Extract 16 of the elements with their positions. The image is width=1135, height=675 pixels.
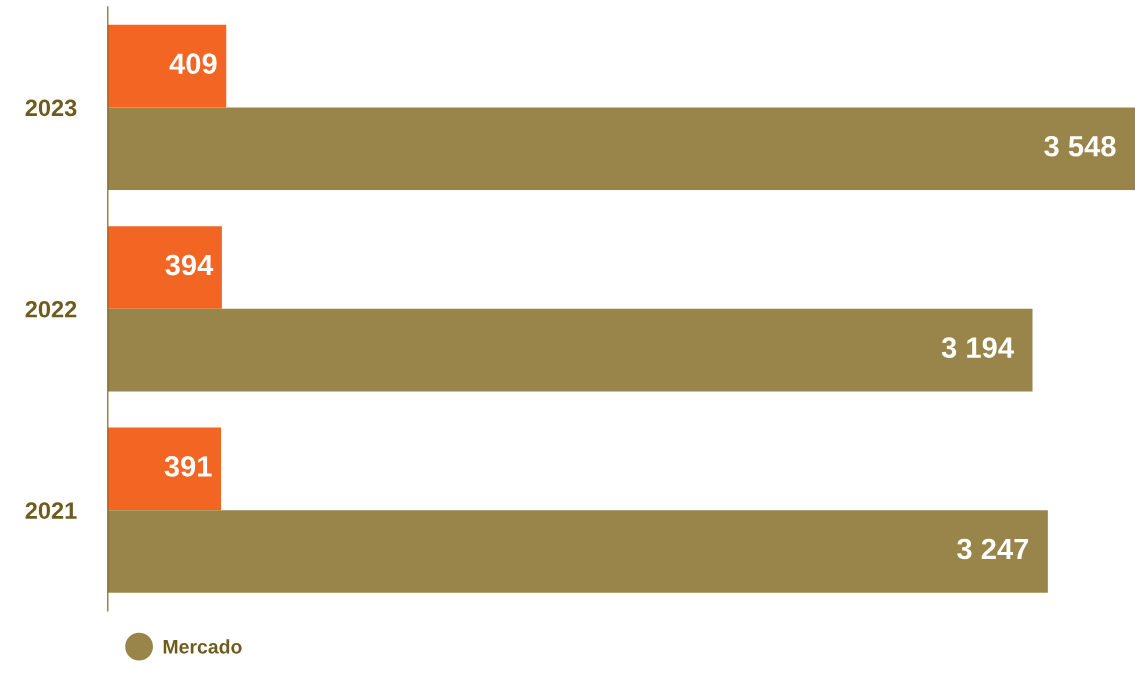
y-tick-label: 2022 bbox=[25, 300, 77, 318]
bar bbox=[107, 510, 1048, 593]
bar bbox=[107, 24, 227, 108]
bar bbox=[107, 308, 1033, 392]
data-label: 3 247 bbox=[957, 538, 1029, 560]
data-label: 3 194 bbox=[941, 337, 1014, 358]
data-label: 391 bbox=[164, 456, 212, 477]
bar bbox=[107, 226, 222, 309]
data-label: 409 bbox=[169, 53, 217, 74]
data-label: 3 548 bbox=[1044, 135, 1116, 157]
y-tick-label: 2021 bbox=[25, 502, 77, 519]
legend-label: Mercado bbox=[163, 639, 242, 654]
data-label: 394 bbox=[165, 254, 214, 276]
y-tick-label: 2023 bbox=[25, 99, 77, 117]
bar bbox=[107, 427, 222, 511]
bar bbox=[107, 107, 1135, 190]
